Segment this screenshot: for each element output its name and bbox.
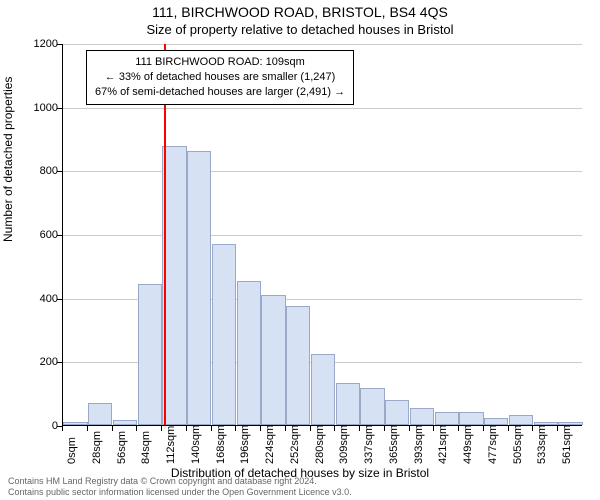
x-tick-mark <box>384 426 385 431</box>
x-tick-mark <box>334 426 335 431</box>
x-tick-label: 196sqm <box>239 425 251 464</box>
chart-subtitle: Size of property relative to detached ho… <box>0 22 600 37</box>
bar <box>237 281 261 425</box>
x-tick-mark <box>532 426 533 431</box>
bar <box>509 415 533 425</box>
x-tick-label: 365sqm <box>388 425 400 464</box>
bar <box>385 400 409 425</box>
bar <box>113 420 137 425</box>
y-tick-label: 400 <box>8 293 58 305</box>
y-tick-label: 0 <box>8 420 58 432</box>
x-tick-mark <box>409 426 410 431</box>
x-tick-mark <box>260 426 261 431</box>
x-tick-mark <box>235 426 236 431</box>
grid-line <box>63 235 582 236</box>
bar <box>360 388 384 425</box>
y-tick-label: 600 <box>8 229 58 241</box>
bar <box>311 354 335 425</box>
bar <box>459 412 483 425</box>
info-box-line2: ← 33% of detached houses are smaller (1,… <box>95 70 345 85</box>
x-tick-label: 337sqm <box>363 425 375 464</box>
bar <box>63 422 87 425</box>
chart-container: 111, BIRCHWOOD ROAD, BRISTOL, BS4 4QS Si… <box>0 0 600 500</box>
info-box: 111 BIRCHWOOD ROAD: 109sqm ← 33% of deta… <box>86 50 354 105</box>
bar <box>88 403 112 425</box>
x-tick-label: 477sqm <box>487 425 499 464</box>
info-box-line1: 111 BIRCHWOOD ROAD: 109sqm <box>95 55 345 70</box>
x-tick-label: 393sqm <box>413 425 425 464</box>
x-tick-label: 28sqm <box>91 431 103 464</box>
attribution: Contains HM Land Registry data © Crown c… <box>8 476 352 498</box>
x-tick-label: 280sqm <box>314 425 326 464</box>
bar <box>336 383 360 425</box>
x-tick-mark <box>285 426 286 431</box>
x-tick-label: 168sqm <box>215 425 227 464</box>
bar <box>212 244 236 425</box>
x-tick-mark <box>211 426 212 431</box>
bar <box>286 306 310 425</box>
x-tick-mark <box>310 426 311 431</box>
x-tick-label: 309sqm <box>338 425 350 464</box>
x-tick-mark <box>62 426 63 431</box>
x-tick-mark <box>161 426 162 431</box>
bar <box>187 151 211 425</box>
x-tick-label: 561sqm <box>561 425 573 464</box>
grid-line <box>63 108 582 109</box>
grid-line <box>63 44 582 45</box>
x-tick-label: 224sqm <box>264 425 276 464</box>
x-tick-mark <box>557 426 558 431</box>
x-tick-mark <box>458 426 459 431</box>
x-tick-label: 505sqm <box>512 425 524 464</box>
x-tick-mark <box>433 426 434 431</box>
x-tick-label: 421sqm <box>437 425 449 464</box>
y-tick-label: 200 <box>8 356 58 368</box>
y-tick-label: 800 <box>8 165 58 177</box>
x-tick-mark <box>186 426 187 431</box>
y-tick-label: 1000 <box>8 102 58 114</box>
info-box-line3: 67% of semi-detached houses are larger (… <box>95 85 345 100</box>
chart-title: 111, BIRCHWOOD ROAD, BRISTOL, BS4 4QS <box>0 4 600 20</box>
x-tick-mark <box>87 426 88 431</box>
x-tick-mark <box>483 426 484 431</box>
x-tick-label: 252sqm <box>289 425 301 464</box>
bar <box>261 295 285 425</box>
x-tick-mark <box>508 426 509 431</box>
x-tick-label: 112sqm <box>165 426 177 464</box>
x-tick-mark <box>136 426 137 431</box>
attribution-line2: Contains public sector information licen… <box>8 487 352 498</box>
x-tick-label: 140sqm <box>190 425 202 464</box>
x-tick-mark <box>359 426 360 431</box>
grid-line <box>63 171 582 172</box>
x-tick-mark <box>112 426 113 431</box>
x-tick-label: 84sqm <box>140 431 152 464</box>
x-tick-label: 533sqm <box>536 425 548 464</box>
bar <box>410 408 434 426</box>
y-tick-label: 1200 <box>8 38 58 50</box>
x-tick-label: 56sqm <box>116 431 128 464</box>
x-tick-label: 0sqm <box>66 437 78 464</box>
x-tick-label: 449sqm <box>462 425 474 464</box>
bar <box>138 284 162 425</box>
attribution-line1: Contains HM Land Registry data © Crown c… <box>8 476 352 487</box>
bar <box>435 412 459 425</box>
